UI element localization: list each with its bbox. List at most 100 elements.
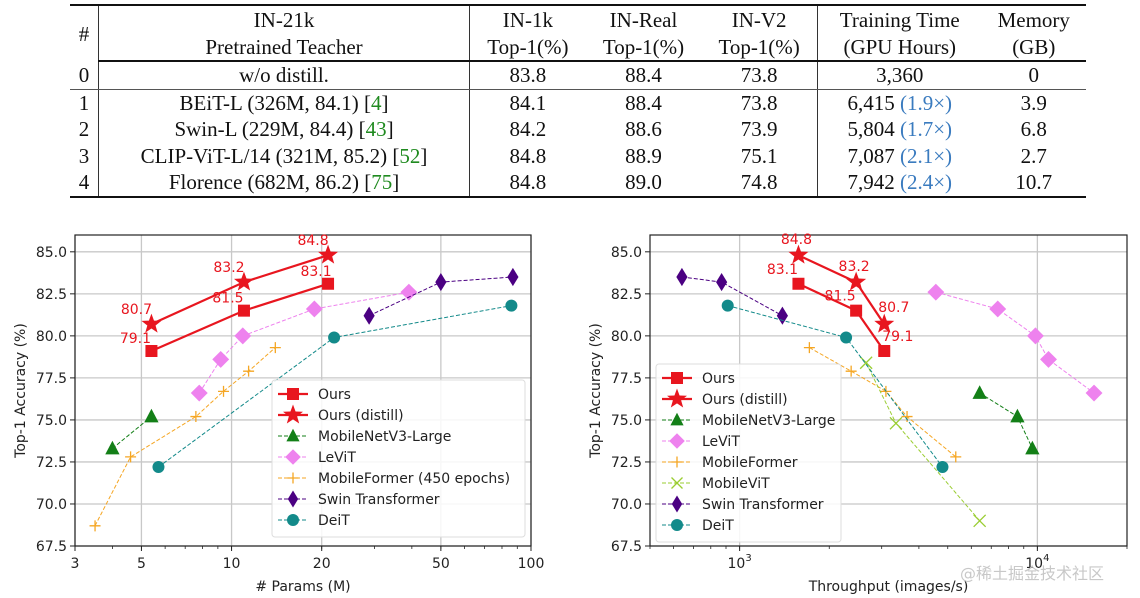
cell-inv2: 73.8: [701, 89, 818, 116]
data-point: [269, 342, 281, 354]
time-ratio: (2.1×): [899, 143, 953, 168]
header-memory-sub: (GB): [981, 33, 1086, 62]
series-deit: [721, 299, 949, 473]
legend-marker: [671, 495, 683, 513]
cell-training-time: 7,087 (2.1×): [847, 143, 953, 168]
data-label: 83.2: [839, 259, 870, 275]
cell-teacher: w/o distill.: [98, 61, 471, 90]
citation-link[interactable]: 4: [371, 90, 382, 115]
legend-marker: [287, 388, 299, 400]
legend-label: Swin Transformer: [702, 497, 824, 513]
header-inreal: IN-Real: [609, 8, 678, 32]
data-label: 81.5: [825, 289, 856, 305]
cell-in1k: 84.8: [509, 170, 547, 194]
legend-marker: [670, 412, 684, 426]
y-tick-label: 82.5: [36, 287, 67, 303]
citation-link[interactable]: 43: [365, 117, 387, 141]
legend-item: MobileNetV3-Large: [278, 428, 451, 445]
cell-index: 2: [70, 116, 99, 143]
data-point: [1040, 350, 1057, 368]
legend-label: Ours (distill): [702, 392, 788, 408]
data-point: [507, 267, 519, 287]
cell-training-time: 6,415 (1.9×): [847, 90, 953, 115]
data-point: [243, 365, 255, 377]
legend-label: MobileViT: [702, 476, 770, 492]
y-tick-label: 77.5: [611, 371, 642, 387]
header-in1k-sub: Top-1(%): [469, 33, 586, 62]
header-teacher: IN-21k: [98, 5, 471, 34]
data-label: 79.1: [120, 331, 151, 347]
time-ratio: (2.4×): [899, 170, 953, 194]
legend-item: Ours (distill): [662, 388, 788, 408]
x-tick-label: 50: [432, 556, 450, 572]
cell-inv2: 75.1: [701, 142, 818, 169]
table-row: 0 w/o distill. 83.8 88.4 73.8 3,360 0: [70, 61, 1086, 90]
data-point: [1085, 384, 1103, 402]
data-point: [676, 267, 688, 287]
legend-box: [271, 379, 526, 538]
legend-item: Swin Transformer: [662, 495, 824, 513]
legend-label: LeViT: [702, 434, 740, 450]
legend-label: Ours (distill): [318, 408, 404, 424]
data-point: [400, 283, 418, 301]
cell-in1k: 83.8: [469, 61, 586, 90]
y-axis-label: Top-1 Accuracy (%): [588, 323, 604, 459]
data-point: [318, 244, 339, 264]
cell-training-time: 3,360: [817, 61, 982, 90]
data-point: [950, 451, 962, 463]
y-tick-label: 80.0: [36, 329, 67, 345]
data-label: 84.8: [781, 232, 812, 248]
x-axis-label: # Params (M): [255, 579, 350, 595]
series-line: [979, 392, 1033, 449]
series-line: [809, 347, 957, 458]
x-tick-label: 103: [728, 553, 752, 572]
cell-index: 3: [70, 142, 99, 169]
x-tick-label: 20: [313, 556, 331, 572]
cell-training-time: 7,942 (2.4×): [847, 170, 953, 194]
data-point: [363, 306, 375, 325]
data-point: [305, 300, 323, 318]
cell-in1k: 84.8: [509, 143, 547, 168]
data-point: [141, 313, 162, 333]
series-mobileformer: [803, 342, 962, 463]
y-tick-label: 72.5: [611, 455, 642, 471]
data-label: 80.7: [878, 300, 909, 316]
table-row: 1 BEiT-L (326M, 84.1) [4] 84.1 88.4 73.8 6,41…: [70, 89, 1086, 116]
throughput-vs-accuracy-chart: 67.5 70.0 72.5 75.0 77.5 80.0 82.5 85.0 103 104 Th…: [588, 232, 1128, 595]
series-mobileformer-450-epochs-: [89, 342, 281, 532]
header-in1k: IN-1k: [502, 8, 553, 32]
cell-inreal: 89.0: [625, 170, 662, 194]
series-line: [865, 362, 981, 522]
table-row: 4 Florence (682M, 86.2) [75] 84.8 89.0 74.8 7…: [70, 169, 1086, 197]
y-tick-label: 85.0: [611, 245, 642, 261]
series-line: [112, 416, 152, 449]
data-point: [328, 331, 341, 344]
data-label: 83.1: [300, 264, 331, 280]
citation-link[interactable]: 75: [371, 170, 393, 194]
citation-link[interactable]: 52: [399, 143, 421, 168]
plot-frame: [74, 234, 532, 547]
data-point: [145, 344, 158, 357]
legend-label: MobileFormer (450 epochs): [318, 471, 510, 487]
table-body: 0 w/o distill. 83.8 88.4 73.8 3,360 0 1 BEiT-L (…: [70, 61, 1086, 197]
legend-item: MobileNetV3-Large: [662, 412, 835, 429]
legend-item: LeViT: [278, 449, 356, 466]
header-inv2: IN-V2: [701, 5, 818, 34]
data-point: [190, 411, 202, 423]
y-tick-label: 67.5: [611, 539, 642, 555]
x-tick-label: 5: [137, 556, 146, 572]
y-tick-label: 85.0: [36, 245, 67, 261]
data-point: [972, 385, 987, 399]
legend-label: LeViT: [318, 450, 356, 466]
cell-index: 1: [70, 89, 99, 116]
legend-item: MobileViT: [662, 476, 770, 492]
data-point: [973, 514, 987, 528]
legend: Ours Ours (distill) MobileNetV3-Large LeViT…: [655, 363, 842, 543]
series-mobilevit: [859, 356, 987, 528]
watermark: @稀土掘金技术社区: [960, 564, 1105, 583]
distillation-results-table: # IN-21k IN-1k IN-Real IN-V2 Training Ti…: [70, 4, 1086, 198]
legend-item: Swin Transformer: [278, 490, 440, 508]
data-point: [803, 342, 815, 354]
data-point: [859, 356, 873, 370]
legend-item: DeiT: [662, 518, 734, 534]
